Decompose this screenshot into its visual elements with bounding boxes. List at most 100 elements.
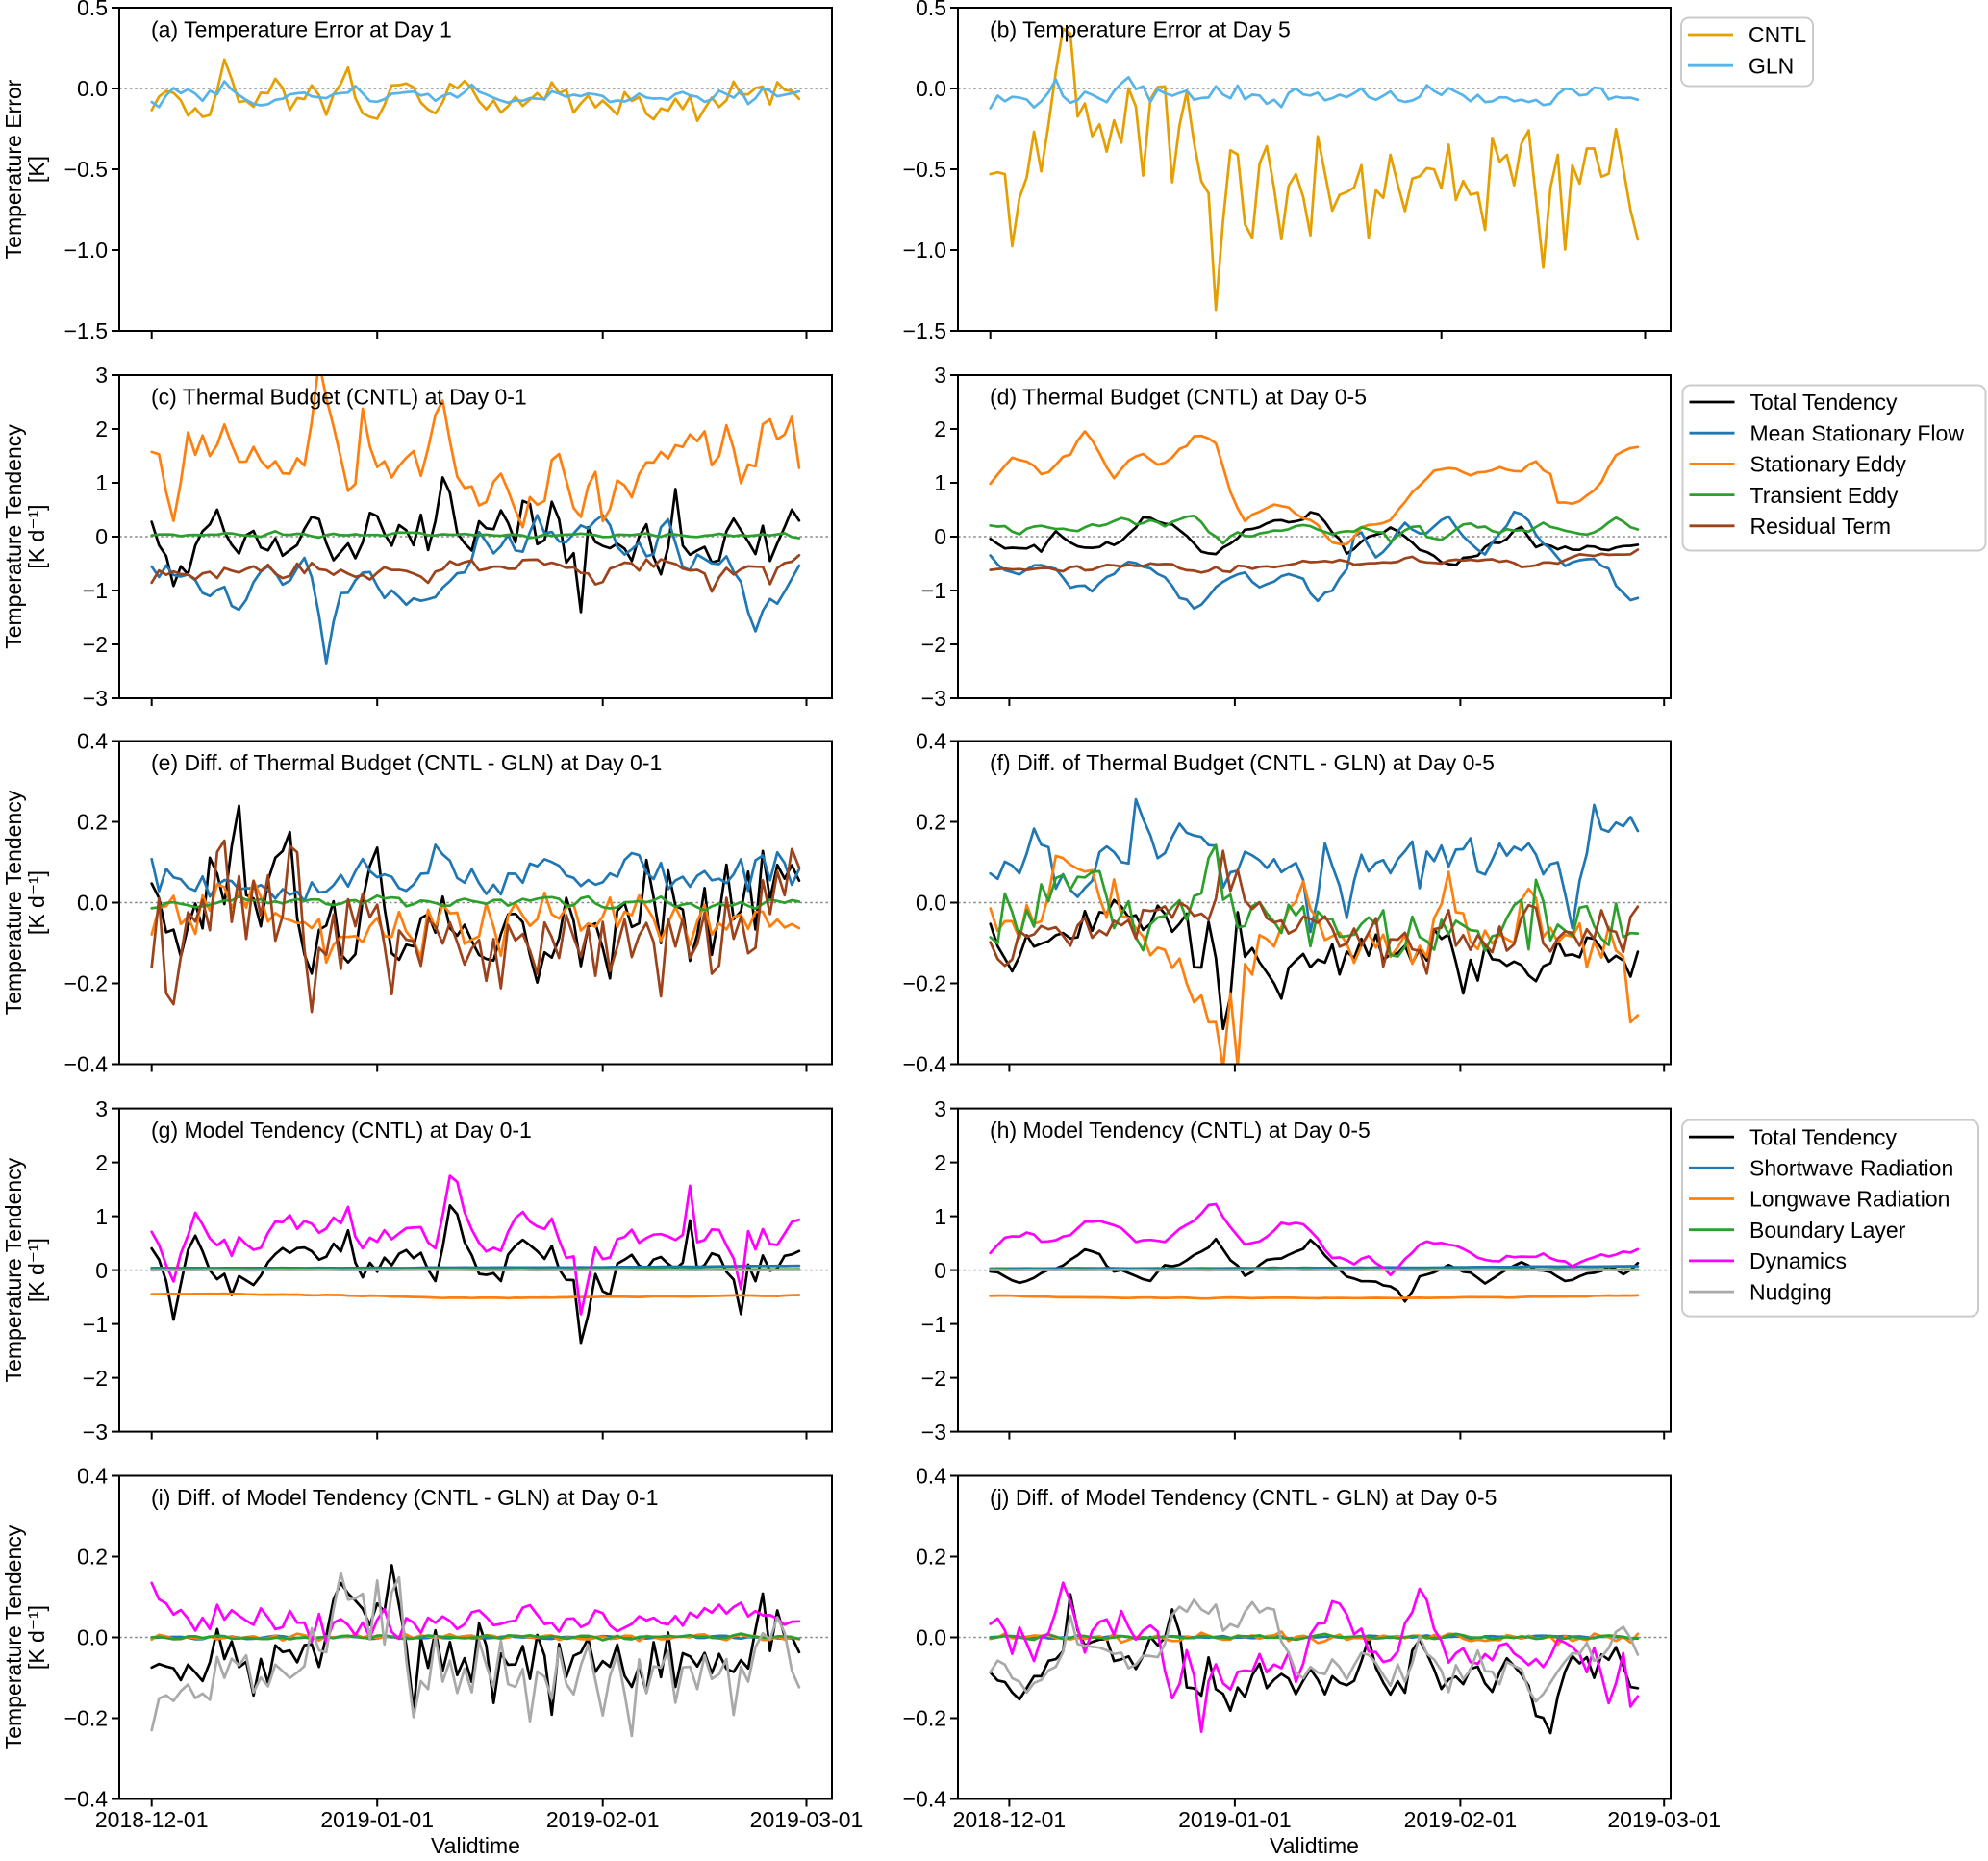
svg-text:(d) Thermal Budget (CNTL) at D: (d) Thermal Budget (CNTL) at Day 0-5	[990, 385, 1367, 410]
svg-text:0.0: 0.0	[77, 1625, 108, 1650]
svg-text:Longwave Radiation: Longwave Radiation	[1749, 1187, 1950, 1212]
svg-text:2019-01-01: 2019-01-01	[320, 1807, 434, 1832]
svg-text:1: 1	[95, 470, 108, 495]
svg-text:0.2: 0.2	[77, 810, 108, 835]
svg-text:−0.2: −0.2	[64, 1706, 108, 1731]
svg-text:−1.5: −1.5	[903, 318, 946, 343]
svg-text:0.0: 0.0	[77, 76, 108, 101]
svg-text:2: 2	[95, 1150, 108, 1175]
svg-text:−0.5: −0.5	[903, 157, 946, 182]
svg-text:CNTL: CNTL	[1749, 22, 1806, 47]
svg-text:3: 3	[934, 1096, 946, 1121]
svg-text:0.4: 0.4	[77, 729, 108, 754]
svg-text:(h) Model Tendency (CNTL) at D: (h) Model Tendency (CNTL) at Day 0-5	[990, 1118, 1371, 1143]
svg-text:2019-02-01: 2019-02-01	[546, 1807, 660, 1832]
svg-text:(f) Diff. of Thermal Budget (C: (f) Diff. of Thermal Budget (CNTL - GLN)…	[990, 750, 1495, 775]
svg-text:−3: −3	[921, 686, 946, 711]
svg-text:−0.5: −0.5	[64, 157, 108, 182]
svg-text:0.0: 0.0	[916, 891, 946, 916]
svg-text:0.2: 0.2	[916, 1545, 946, 1570]
svg-text:[K d⁻¹]: [K d⁻¹]	[24, 1605, 49, 1670]
svg-text:3: 3	[95, 1096, 108, 1121]
svg-text:0.5: 0.5	[77, 0, 108, 20]
svg-text:Total Tendency: Total Tendency	[1750, 390, 1899, 415]
svg-text:0: 0	[934, 1258, 946, 1283]
svg-text:0.4: 0.4	[916, 1464, 946, 1489]
svg-text:−1: −1	[921, 1312, 946, 1337]
svg-text:Stationary Eddy: Stationary Eddy	[1750, 452, 1907, 477]
svg-text:0.2: 0.2	[77, 1545, 108, 1570]
svg-text:2019-03-01: 2019-03-01	[1607, 1807, 1721, 1832]
svg-text:(g) Model Tendency (CNTL) at D: (g) Model Tendency (CNTL) at Day 0-1	[151, 1118, 532, 1143]
svg-text:Transient Eddy: Transient Eddy	[1750, 483, 1899, 508]
svg-text:Temperature Tendency: Temperature Tendency	[1, 790, 26, 1015]
svg-text:0.0: 0.0	[916, 1625, 946, 1650]
svg-text:2018-12-01: 2018-12-01	[953, 1807, 1067, 1832]
svg-text:2: 2	[934, 416, 946, 441]
svg-text:0: 0	[95, 1258, 108, 1283]
svg-text:−1: −1	[921, 578, 946, 603]
svg-text:−2: −2	[921, 1366, 946, 1391]
svg-text:Residual Term: Residual Term	[1750, 514, 1892, 539]
svg-text:1: 1	[95, 1204, 108, 1229]
svg-text:−1.0: −1.0	[64, 238, 108, 263]
svg-text:−0.2: −0.2	[903, 1706, 946, 1731]
svg-text:Temperature Tendency: Temperature Tendency	[1, 1157, 26, 1382]
svg-text:Shortwave Radiation: Shortwave Radiation	[1749, 1156, 1953, 1181]
svg-text:−3: −3	[83, 1420, 108, 1445]
svg-text:−0.4: −0.4	[64, 1787, 109, 1812]
svg-text:−3: −3	[83, 686, 108, 711]
svg-text:0.0: 0.0	[916, 76, 946, 101]
svg-text:2018-12-01: 2018-12-01	[95, 1807, 209, 1832]
svg-text:0.0: 0.0	[77, 891, 108, 916]
svg-text:1: 1	[934, 470, 946, 495]
svg-text:Temperature Tendency: Temperature Tendency	[1, 424, 26, 649]
svg-text:1: 1	[934, 1204, 946, 1229]
svg-text:(e) Diff. of Thermal Budget (C: (e) Diff. of Thermal Budget (CNTL - GLN)…	[151, 750, 662, 775]
svg-text:−0.4: −0.4	[64, 1052, 109, 1077]
svg-text:−2: −2	[921, 632, 946, 657]
svg-text:−0.2: −0.2	[64, 971, 108, 996]
svg-text:3: 3	[934, 363, 946, 388]
svg-text:[K]: [K]	[24, 156, 49, 183]
svg-text:2: 2	[95, 416, 108, 441]
svg-text:−2: −2	[83, 1366, 108, 1391]
svg-text:2019-01-01: 2019-01-01	[1178, 1807, 1292, 1832]
svg-text:−0.4: −0.4	[903, 1052, 947, 1077]
svg-text:Validtime: Validtime	[1270, 1833, 1359, 1856]
svg-text:−1: −1	[83, 578, 108, 603]
svg-text:(b) Temperature Error at Day 5: (b) Temperature Error at Day 5	[990, 17, 1291, 42]
svg-text:Boundary Layer: Boundary Layer	[1749, 1218, 1906, 1243]
svg-text:2019-02-01: 2019-02-01	[1404, 1807, 1518, 1832]
svg-text:Total Tendency: Total Tendency	[1749, 1124, 1898, 1149]
svg-text:Validtime: Validtime	[431, 1833, 520, 1856]
svg-text:(a) Temperature Error at Day 1: (a) Temperature Error at Day 1	[151, 17, 452, 42]
svg-text:0.4: 0.4	[77, 1464, 108, 1489]
svg-text:−0.2: −0.2	[903, 971, 946, 996]
svg-text:−1.5: −1.5	[64, 318, 108, 343]
svg-text:Nudging: Nudging	[1749, 1279, 1832, 1304]
svg-text:Temperature Tendency: Temperature Tendency	[1, 1524, 26, 1749]
svg-text:0: 0	[934, 524, 946, 549]
svg-text:[K d⁻¹]: [K d⁻¹]	[24, 1238, 49, 1302]
svg-text:(c) Thermal Budget (CNTL) at D: (c) Thermal Budget (CNTL) at Day 0-1	[151, 385, 527, 410]
svg-text:Dynamics: Dynamics	[1749, 1248, 1847, 1273]
svg-text:0: 0	[95, 524, 108, 549]
svg-text:−3: −3	[921, 1420, 946, 1445]
svg-text:(i) Diff. of Model Tendency (C: (i) Diff. of Model Tendency (CNTL - GLN)…	[151, 1485, 658, 1510]
svg-text:Temperature Error: Temperature Error	[1, 79, 26, 259]
svg-text:−0.4: −0.4	[903, 1787, 947, 1812]
svg-text:0.5: 0.5	[916, 0, 946, 20]
svg-text:2: 2	[934, 1150, 946, 1175]
svg-text:−1.0: −1.0	[903, 238, 946, 263]
svg-text:−1: −1	[83, 1312, 108, 1337]
svg-text:Mean Stationary Flow: Mean Stationary Flow	[1750, 420, 1965, 445]
svg-text:[K d⁻¹]: [K d⁻¹]	[24, 504, 49, 568]
svg-text:−2: −2	[83, 632, 108, 657]
svg-text:(j) Diff. of Model Tendency (C: (j) Diff. of Model Tendency (CNTL - GLN)…	[990, 1485, 1497, 1510]
svg-text:0.2: 0.2	[916, 810, 946, 835]
svg-text:[K d⁻¹]: [K d⁻¹]	[24, 870, 49, 935]
svg-text:2019-03-01: 2019-03-01	[750, 1807, 864, 1832]
svg-text:0.4: 0.4	[916, 729, 946, 754]
svg-text:GLN: GLN	[1749, 53, 1794, 78]
